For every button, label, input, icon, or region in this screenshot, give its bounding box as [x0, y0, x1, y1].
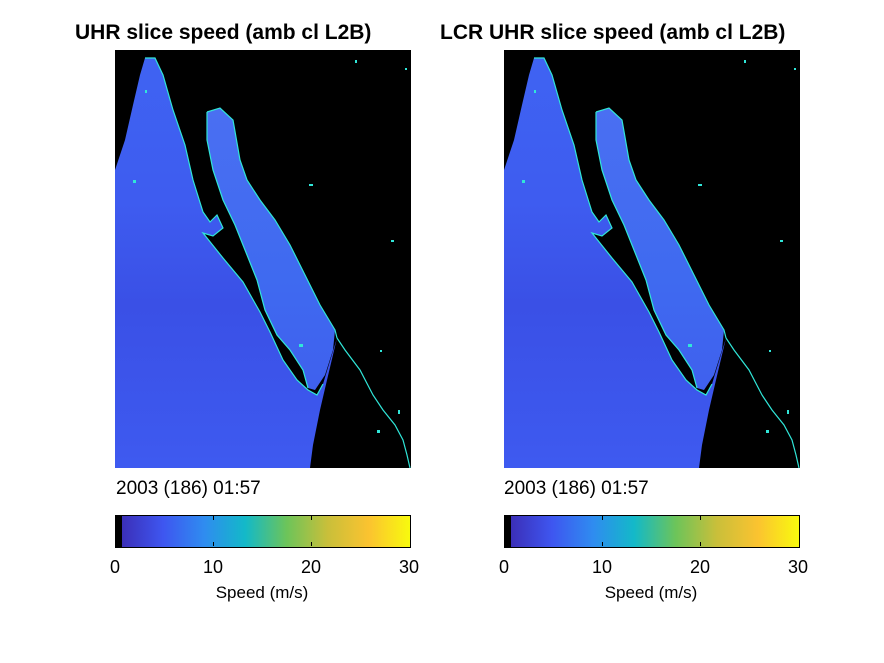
left-panel-title: UHR slice speed (amb cl L2B) [75, 21, 372, 44]
right-colorbar-tick-label: 20 [689, 557, 711, 577]
right-colorbar-label: Speed (m/s) [604, 583, 698, 602]
baja-coastline [145, 57, 324, 396]
ocean-swath [504, 58, 726, 468]
mainland-coastline [595, 107, 800, 468]
mainland-coastline [206, 107, 411, 468]
right-speed-map [504, 50, 800, 468]
right-colorbar-tick-label: 0 [498, 557, 510, 577]
left-colorbar-tick-label: 10 [202, 557, 224, 577]
right-timestamp: 2003 (186) 01:57 [504, 478, 649, 499]
ocean-swath [115, 58, 337, 468]
left-colorbar-tick-label: 0 [109, 557, 121, 577]
right-colorbar [504, 515, 800, 548]
baja-coastline [534, 57, 713, 396]
left-colorbar-tick-label: 30 [398, 557, 420, 577]
gulf-swath [596, 108, 724, 390]
right-panel-title: LCR UHR slice speed (amb cl L2B) [440, 21, 786, 44]
left-colorbar [115, 515, 411, 548]
left-colorbar-tick-label: 20 [300, 557, 322, 577]
left-colorbar-label: Speed (m/s) [215, 583, 309, 602]
left-timestamp: 2003 (186) 01:57 [116, 478, 261, 499]
right-colorbar-tick-label: 10 [591, 557, 613, 577]
left-speed-map [115, 50, 411, 468]
gulf-swath [207, 108, 335, 390]
right-colorbar-tick-label: 30 [787, 557, 809, 577]
